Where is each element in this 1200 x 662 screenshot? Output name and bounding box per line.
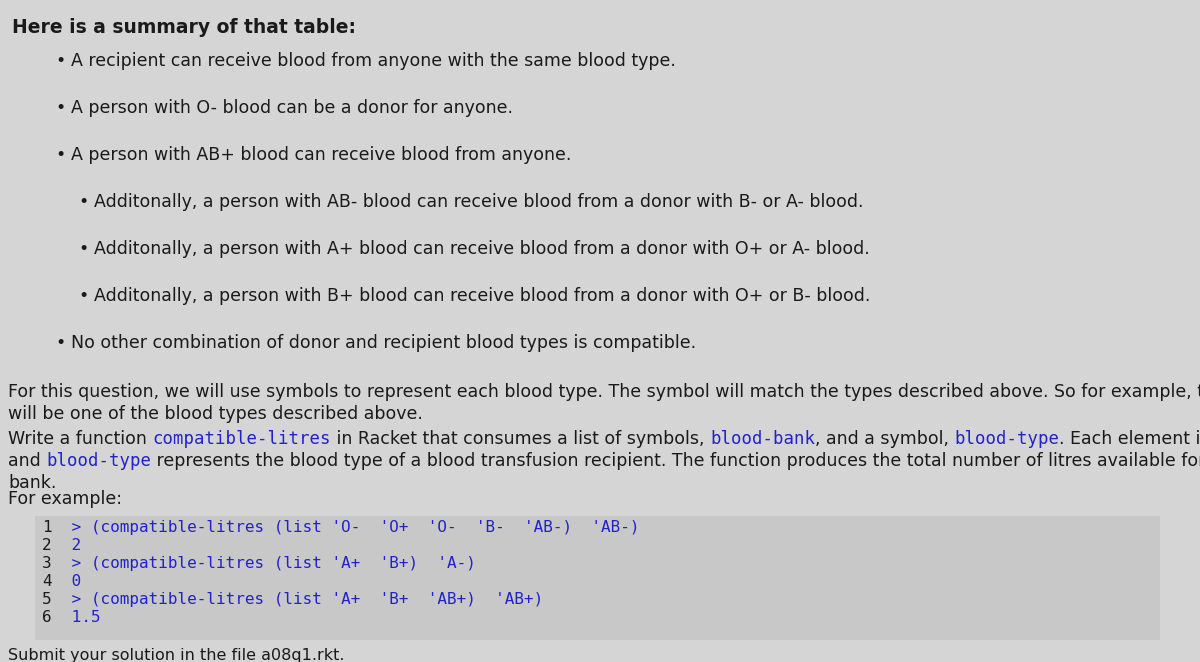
Text: blood-type: blood-type — [47, 452, 151, 470]
Text: A person with AB+ blood can receive blood from anyone.: A person with AB+ blood can receive bloo… — [71, 146, 571, 164]
Text: compatible-litres: compatible-litres — [152, 430, 331, 448]
FancyBboxPatch shape — [35, 516, 1160, 640]
Text: , and a symbol,: , and a symbol, — [815, 430, 954, 448]
Text: 6: 6 — [42, 610, 52, 625]
Text: > (compatible-litres (list 'A+  'B+)  'A-): > (compatible-litres (list 'A+ 'B+) 'A-) — [62, 556, 476, 571]
Text: > (compatible-litres (list 'O-  'O+  'O-  'B-  'AB-)  'AB-): > (compatible-litres (list 'O- 'O+ 'O- '… — [62, 520, 640, 535]
Text: 2: 2 — [42, 538, 52, 553]
Text: Submit your solution in the file a08q1.rkt.: Submit your solution in the file a08q1.r… — [8, 648, 344, 662]
Text: 1: 1 — [42, 520, 52, 535]
Text: in Racket that consumes a list of symbols,: in Racket that consumes a list of symbol… — [331, 430, 710, 448]
Text: 5: 5 — [42, 592, 52, 607]
Text: 3: 3 — [42, 556, 52, 571]
Text: •: • — [55, 334, 65, 352]
Text: blood-bank: blood-bank — [710, 430, 815, 448]
Text: bank.: bank. — [8, 474, 56, 492]
Text: No other combination of donor and recipient blood types is compatible.: No other combination of donor and recipi… — [71, 334, 696, 352]
Text: 2: 2 — [62, 538, 82, 553]
Text: •: • — [78, 287, 89, 305]
Text: Additonally, a person with A+ blood can receive blood from a donor with O+ or A-: Additonally, a person with A+ blood can … — [94, 240, 870, 258]
Text: •: • — [78, 193, 89, 211]
Text: •: • — [78, 240, 89, 258]
Text: blood-type: blood-type — [954, 430, 1060, 448]
Text: •: • — [55, 146, 65, 164]
Text: Here is a summary of that table:: Here is a summary of that table: — [12, 18, 356, 37]
Text: Additonally, a person with AB- blood can receive blood from a donor with B- or A: Additonally, a person with AB- blood can… — [94, 193, 864, 211]
Text: 4: 4 — [42, 574, 52, 589]
Text: For example:: For example: — [8, 490, 122, 508]
Text: and: and — [8, 452, 47, 470]
Text: 1.5: 1.5 — [62, 610, 101, 625]
Text: represents the blood type of a blood transfusion recipient. The function produce: represents the blood type of a blood tra… — [151, 452, 1200, 470]
Text: > (compatible-litres (list 'A+  'B+  'AB+)  'AB+): > (compatible-litres (list 'A+ 'B+ 'AB+)… — [62, 592, 544, 607]
Text: •: • — [55, 52, 65, 70]
Text: A recipient can receive blood from anyone with the same blood type.: A recipient can receive blood from anyon… — [71, 52, 676, 70]
Text: For this question, we will use symbols to represent each blood type. The symbol : For this question, we will use symbols t… — [8, 383, 1200, 401]
Text: 0: 0 — [62, 574, 82, 589]
Text: Additonally, a person with B+ blood can receive blood from a donor with O+ or B-: Additonally, a person with B+ blood can … — [94, 287, 870, 305]
Text: . Each element in: . Each element in — [1060, 430, 1200, 448]
Text: A person with O- blood can be a donor for anyone.: A person with O- blood can be a donor fo… — [71, 99, 514, 117]
Text: Write a function: Write a function — [8, 430, 152, 448]
Text: •: • — [55, 99, 65, 117]
Text: will be one of the blood types described above.: will be one of the blood types described… — [8, 405, 422, 423]
